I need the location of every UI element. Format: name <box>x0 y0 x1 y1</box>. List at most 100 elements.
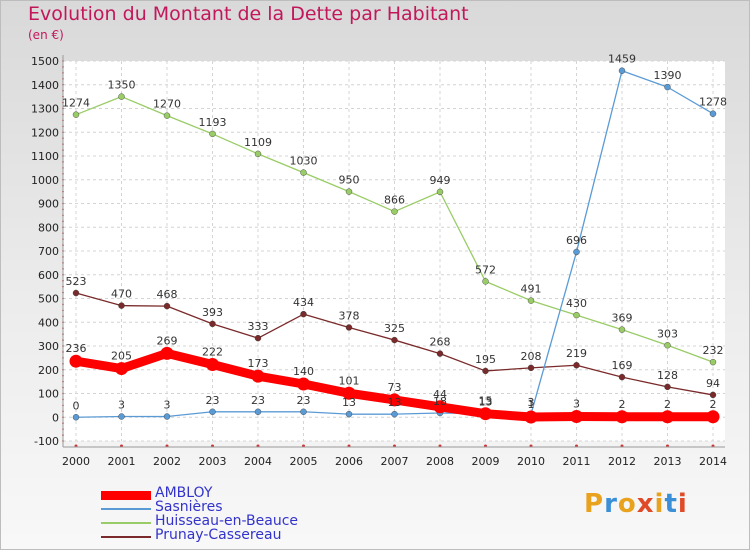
data-point <box>573 362 580 369</box>
data-label: 1193 <box>199 116 227 129</box>
data-label: 491 <box>521 283 542 296</box>
data-point <box>209 320 216 328</box>
data-point <box>209 130 216 138</box>
data-label: 23 <box>297 394 311 407</box>
data-point <box>118 302 125 309</box>
data-point <box>709 391 717 399</box>
data-label: 269 <box>157 334 178 347</box>
data-point <box>300 169 307 176</box>
x-tick-label: 2008 <box>426 455 454 468</box>
x-tick-label: 2006 <box>335 455 363 468</box>
data-point <box>345 188 353 195</box>
data-label: 2 <box>664 398 671 411</box>
data-label: 378 <box>339 309 360 322</box>
data-label: 1030 <box>290 155 318 168</box>
data-label: 3 <box>164 399 171 412</box>
y-tick-label: 1100 <box>31 150 59 163</box>
y-tick-label: 500 <box>38 293 59 306</box>
data-label: 13 <box>342 396 356 409</box>
x-tick-label: 2012 <box>608 455 636 468</box>
data-label: 236 <box>66 342 87 355</box>
data-label: 173 <box>248 357 269 370</box>
data-point <box>709 358 717 366</box>
data-label: 232 <box>703 344 724 357</box>
data-point <box>254 334 262 342</box>
data-point <box>118 93 125 100</box>
data-point <box>527 364 535 372</box>
data-point <box>254 408 262 415</box>
legend-label: AMBLOY <box>155 485 213 501</box>
data-label: 1270 <box>153 98 181 111</box>
y-tick-label: 700 <box>38 245 59 258</box>
data-point <box>163 413 171 420</box>
data-point <box>72 111 80 118</box>
data-point <box>706 410 720 424</box>
data-label: 523 <box>66 275 87 288</box>
data-point <box>570 410 583 424</box>
data-point <box>709 110 717 117</box>
y-tick-label: 1300 <box>31 103 59 116</box>
y-tick-label: 1400 <box>31 79 59 92</box>
data-point <box>433 400 447 414</box>
data-point <box>118 413 125 420</box>
data-point <box>524 410 538 424</box>
data-label: 949 <box>430 174 451 187</box>
y-tick-label: 400 <box>38 316 59 329</box>
x-tick-label: 2014 <box>699 455 727 468</box>
data-point <box>69 354 83 368</box>
data-label: 2 <box>619 398 626 411</box>
data-label: 101 <box>339 374 360 387</box>
data-label: 15 <box>479 395 493 408</box>
data-point <box>436 350 444 357</box>
data-point <box>254 150 262 158</box>
data-label: 468 <box>157 288 178 301</box>
y-tick-label: 1200 <box>31 126 59 139</box>
x-tick-label: 2013 <box>654 455 682 468</box>
data-label: 950 <box>339 174 360 187</box>
data-label: 222 <box>202 346 223 359</box>
data-label: 0 <box>73 399 80 412</box>
data-point <box>300 408 307 415</box>
chart-title: Evolution du Montant de la Dette par Hab… <box>28 3 469 25</box>
legend-label: Huisseau-en-Beauce <box>155 513 299 529</box>
data-point <box>345 324 353 331</box>
data-point <box>482 278 489 285</box>
data-point <box>251 369 265 383</box>
y-tick-label: 900 <box>38 198 59 211</box>
data-label: 23 <box>206 394 220 407</box>
x-tick-label: 2003 <box>199 455 227 468</box>
data-point <box>615 410 629 424</box>
y-tick-label: 1000 <box>31 174 59 187</box>
data-point <box>391 336 398 344</box>
data-label: 1109 <box>244 136 272 149</box>
data-label: 696 <box>566 234 587 247</box>
data-label: 470 <box>111 288 132 301</box>
chart-subtitle: (en €) <box>28 28 64 42</box>
data-label: 369 <box>612 312 633 325</box>
data-point <box>664 342 671 349</box>
data-label: 434 <box>293 296 314 309</box>
x-tick-label: 2005 <box>290 455 318 468</box>
legend-label: Sasnières <box>155 499 223 515</box>
data-label: 325 <box>384 322 405 335</box>
data-point <box>618 373 626 381</box>
data-point <box>115 362 128 376</box>
data-point <box>573 311 580 319</box>
data-label: 208 <box>521 350 542 363</box>
x-tick-label: 2001 <box>108 455 136 468</box>
data-point <box>661 410 674 424</box>
data-label: 1274 <box>62 97 90 110</box>
data-label: 195 <box>475 353 496 366</box>
data-point <box>527 297 535 304</box>
x-tick-label: 2000 <box>62 455 90 468</box>
data-point <box>391 410 398 418</box>
data-point <box>664 383 671 391</box>
x-tick-label: 2002 <box>153 455 181 468</box>
y-tick-label: 1500 <box>31 55 59 68</box>
y-tick-label: 300 <box>38 340 59 353</box>
data-point <box>573 248 580 256</box>
data-label: 140 <box>293 365 314 378</box>
data-label: 1459 <box>608 53 636 66</box>
data-label: 866 <box>384 194 405 207</box>
data-label: 1390 <box>654 69 682 82</box>
